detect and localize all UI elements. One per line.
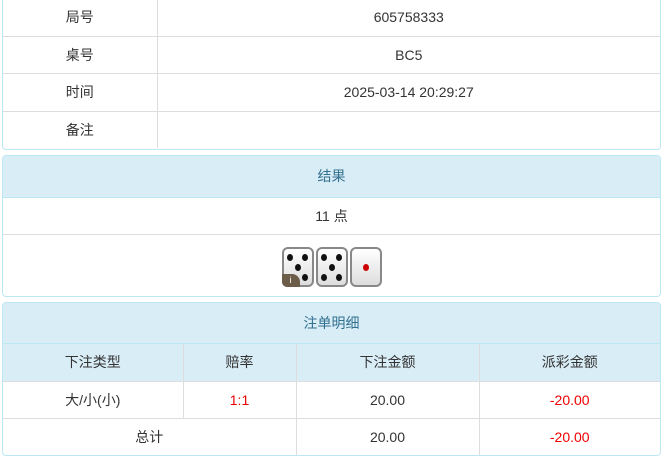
dice-row: i bbox=[3, 235, 660, 296]
die-5 bbox=[315, 247, 348, 288]
total-amount: 20.00 bbox=[295, 417, 480, 455]
die-pip bbox=[336, 254, 343, 262]
label: 时间 bbox=[3, 72, 158, 112]
bet-amount: 20.00 bbox=[295, 380, 480, 419]
row-round-id: 局号 605758333 bbox=[3, 0, 660, 37]
col-header: 下注类型 bbox=[3, 344, 184, 382]
total-label: 总计 bbox=[3, 417, 297, 455]
row-table-id: 桌号 BC5 bbox=[3, 35, 660, 74]
label: 备注 bbox=[3, 110, 158, 148]
round-info-table: 局号 605758333 桌号 BC5 时间 2025-03-14 20:29:27 … bbox=[3, 0, 660, 148]
info-icon[interactable]: i bbox=[281, 274, 300, 288]
die-pip bbox=[320, 274, 327, 282]
result-points: 11 点 bbox=[3, 198, 660, 235]
result-panel: 结果 11 点 i bbox=[2, 155, 661, 297]
table-row: 大/小(小) 1:1 20.00 -20.00 bbox=[3, 380, 660, 419]
die-pip bbox=[336, 274, 343, 282]
round-id: 605758333 bbox=[156, 0, 660, 37]
row-remark: 备注 bbox=[3, 110, 660, 148]
bet-header-row: 下注类型 赔率 下注金额 派彩金额 bbox=[3, 344, 660, 382]
payout: -20.00 bbox=[478, 380, 660, 419]
die-pip bbox=[286, 254, 293, 262]
col-header: 赔率 bbox=[182, 344, 297, 382]
row-time: 时间 2025-03-14 20:29:27 bbox=[3, 72, 660, 112]
total-payout: -20.00 bbox=[478, 417, 660, 455]
die-pip bbox=[328, 264, 335, 272]
bet-table: 下注类型 赔率 下注金额 派彩金额 大/小(小) 1:1 20.00 -20.0… bbox=[3, 344, 660, 455]
time: 2025-03-14 20:29:27 bbox=[156, 72, 660, 112]
bet-type: 大/小(小) bbox=[3, 380, 184, 419]
die-1 bbox=[349, 247, 382, 288]
label: 桌号 bbox=[3, 35, 158, 74]
odds: 1:1 bbox=[182, 380, 297, 419]
remark bbox=[156, 110, 660, 148]
table-id: BC5 bbox=[156, 35, 660, 74]
label: 局号 bbox=[3, 0, 158, 37]
bet-detail-title: 注单明细 bbox=[3, 303, 660, 344]
result-title: 结果 bbox=[3, 156, 660, 198]
col-header: 下注金额 bbox=[295, 344, 480, 382]
die-pip bbox=[294, 264, 301, 272]
die-5: i bbox=[281, 247, 314, 288]
col-header: 派彩金额 bbox=[478, 344, 660, 382]
die-pip bbox=[302, 254, 309, 262]
die-pip bbox=[302, 274, 309, 282]
bet-detail-panel: 注单明细 下注类型 赔率 下注金额 派彩金额 大/小(小) 1:1 20.00 … bbox=[2, 302, 661, 456]
total-row: 总计 20.00 -20.00 bbox=[3, 417, 660, 455]
die-pip bbox=[320, 254, 327, 262]
die-pip bbox=[362, 264, 369, 272]
round-info-panel: 局号 605758333 桌号 BC5 时间 2025-03-14 20:29:27 … bbox=[2, 0, 661, 150]
